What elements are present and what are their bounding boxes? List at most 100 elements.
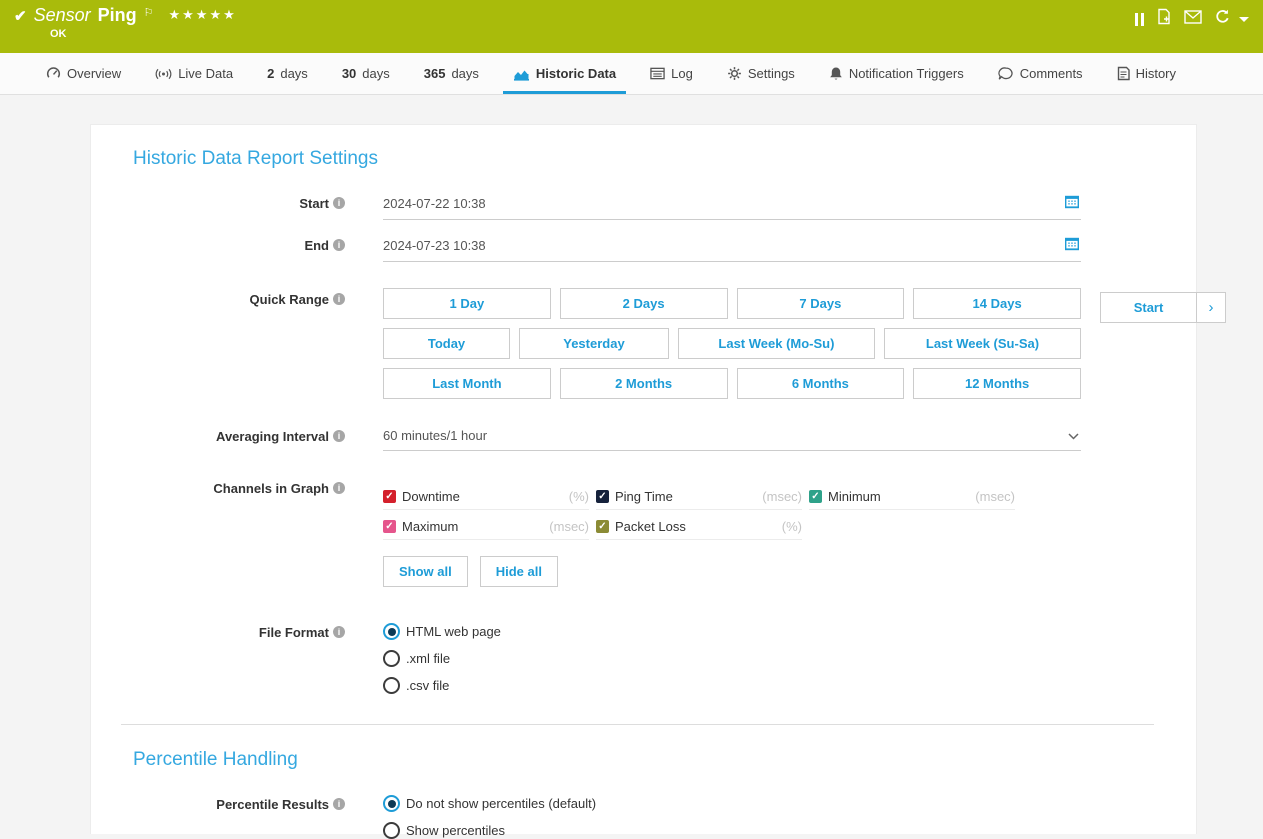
history-page-icon — [1117, 66, 1130, 81]
tab-live-data[interactable]: Live Data — [155, 53, 233, 94]
show-all-button[interactable]: Show all — [383, 556, 468, 587]
tab-historic-data[interactable]: Historic Data — [502, 53, 627, 94]
quick-range-12-months[interactable]: 12 Months — [913, 368, 1081, 399]
tab-2-days[interactable]: 2 days — [267, 66, 308, 81]
gear-icon — [727, 67, 741, 80]
chevron-down-icon[interactable] — [1068, 428, 1079, 443]
live-signal-icon — [155, 68, 172, 79]
calendar-icon[interactable] — [1064, 195, 1080, 212]
info-icon[interactable]: i — [333, 197, 345, 209]
start-label-wrap: Start i — [133, 192, 345, 220]
start-date-value[interactable]: 2024-07-22 10:38 — [383, 196, 486, 211]
file-format-csv-option[interactable]: .csv file — [383, 677, 1081, 694]
area-chart-icon — [513, 70, 529, 81]
sensor-tabbar: Overview Live Data 2 days 30 days 365 days … — [0, 53, 1263, 95]
quick-range-yesterday[interactable]: Yesterday — [519, 328, 669, 359]
radio-icon[interactable] — [383, 623, 400, 640]
pause-icon[interactable] — [1135, 12, 1144, 26]
tab-365-days[interactable]: 365 days — [423, 66, 479, 81]
tab-30-days[interactable]: 30 days — [341, 66, 390, 81]
status-ok-check-icon: ✔ — [14, 7, 27, 25]
info-icon[interactable]: i — [333, 293, 345, 305]
flag-icon[interactable]: ⚐ — [143, 7, 154, 19]
checkbox-checked-icon[interactable] — [809, 490, 822, 503]
tab-comments[interactable]: Comments — [998, 53, 1083, 94]
chevron-down-icon[interactable] — [1239, 16, 1249, 22]
quick-range-last-month[interactable]: Last Month — [383, 368, 551, 399]
start-report-button[interactable]: Start — [1133, 300, 1164, 315]
file-format-label-wrap: File Format i — [133, 621, 345, 694]
radio-icon[interactable] — [383, 795, 400, 812]
checkbox-checked-icon[interactable] — [596, 520, 609, 533]
channel-unit: (msec) — [549, 519, 589, 534]
channel-ping-time[interactable]: Ping Time (msec) — [596, 489, 802, 510]
report-settings-title: Historic Data Report Settings — [133, 148, 378, 169]
percentile-off-option[interactable]: Do not show percentiles (default) — [383, 795, 1081, 812]
email-icon[interactable] — [1184, 9, 1202, 29]
tab-log[interactable]: Log — [650, 53, 693, 94]
end-label-wrap: End i — [133, 234, 345, 262]
section-divider — [121, 724, 1154, 725]
channels-label-wrap: Channels in Graph i — [133, 477, 345, 587]
channel-minimum[interactable]: Minimum (msec) — [809, 489, 1015, 510]
start-report-button-group: Start › — [1100, 292, 1226, 323]
start-date-field[interactable]: 2024-07-22 10:38 — [383, 192, 1081, 220]
calendar-icon[interactable] — [1064, 237, 1080, 254]
averaging-interval-label-wrap: Averaging Interval i — [133, 425, 345, 451]
percentile-handling-title: Percentile Handling — [133, 749, 298, 770]
percentile-results-label-wrap: Percentile Results i — [133, 793, 345, 839]
quick-range-2-days[interactable]: 2 Days — [559, 288, 728, 319]
sensor-status: OK — [50, 28, 67, 40]
info-icon[interactable]: i — [333, 798, 345, 810]
tab-settings[interactable]: Settings — [727, 53, 795, 94]
info-icon[interactable]: i — [333, 482, 345, 494]
channel-downtime[interactable]: Downtime (%) — [383, 489, 589, 510]
info-icon[interactable]: i — [333, 430, 345, 442]
quick-range-6-months[interactable]: 6 Months — [736, 368, 905, 399]
sensor-name: Ping — [97, 5, 137, 25]
priority-stars[interactable]: ★★★★★ — [168, 7, 237, 22]
end-date-field[interactable]: 2024-07-23 10:38 — [383, 234, 1081, 262]
hide-all-button[interactable]: Hide all — [479, 556, 558, 587]
percentile-on-option[interactable]: Show percentiles — [383, 822, 1081, 839]
quick-range-label-wrap: Quick Range i — [133, 288, 345, 399]
quick-range-14-days[interactable]: 14 Days — [913, 288, 1081, 319]
tab-notification-triggers[interactable]: Notification Triggers — [829, 53, 964, 94]
sensor-type-label: Sensor — [33, 5, 91, 25]
quick-range-last-week-su-sa[interactable]: Last Week (Su-Sa) — [883, 328, 1081, 359]
info-icon[interactable]: i — [333, 626, 345, 638]
log-icon — [650, 67, 665, 80]
channel-unit: (msec) — [975, 489, 1015, 504]
quick-range-2-months[interactable]: 2 Months — [559, 368, 728, 399]
tab-overview[interactable]: Overview — [46, 53, 121, 94]
quick-range-1-day[interactable]: 1 Day — [383, 288, 551, 319]
checkbox-checked-icon[interactable] — [383, 520, 396, 533]
channel-unit: (%) — [781, 519, 802, 534]
refresh-icon[interactable] — [1214, 9, 1231, 30]
file-format-xml-option[interactable]: .xml file — [383, 650, 1081, 667]
comment-bubble-icon — [998, 66, 1013, 80]
channel-unit: (msec) — [762, 489, 802, 504]
sensor-header: ✔ Sensor Ping ⚐ ★★★★★ OK — [0, 0, 1263, 53]
historic-data-panel: Historic Data Report Settings Start i 202… — [90, 124, 1197, 839]
bell-icon — [830, 67, 842, 80]
averaging-interval-select[interactable]: 60 minutes/1 hour — [383, 425, 1081, 451]
channel-maximum[interactable]: Maximum (msec) — [383, 519, 589, 540]
averaging-interval-value: 60 minutes/1 hour — [383, 428, 488, 443]
quick-range-7-days[interactable]: 7 Days — [736, 288, 905, 319]
checkbox-checked-icon[interactable] — [596, 490, 609, 503]
quick-range-today[interactable]: Today — [383, 328, 511, 359]
gauge-icon — [46, 67, 61, 78]
radio-icon[interactable] — [383, 650, 400, 667]
quick-range-last-week-mo-su[interactable]: Last Week (Mo-Su) — [677, 328, 875, 359]
checkbox-checked-icon[interactable] — [383, 490, 396, 503]
report-document-icon[interactable] — [1156, 8, 1172, 30]
file-format-html-option[interactable]: HTML web page — [383, 623, 1081, 640]
channel-packet-loss[interactable]: Packet Loss (%) — [596, 519, 802, 540]
end-date-value[interactable]: 2024-07-23 10:38 — [383, 238, 486, 253]
info-icon[interactable]: i — [333, 239, 345, 251]
radio-icon[interactable] — [383, 677, 400, 694]
start-arrow-button[interactable]: › — [1196, 293, 1225, 322]
radio-icon[interactable] — [383, 822, 400, 839]
tab-history[interactable]: History — [1117, 53, 1176, 94]
